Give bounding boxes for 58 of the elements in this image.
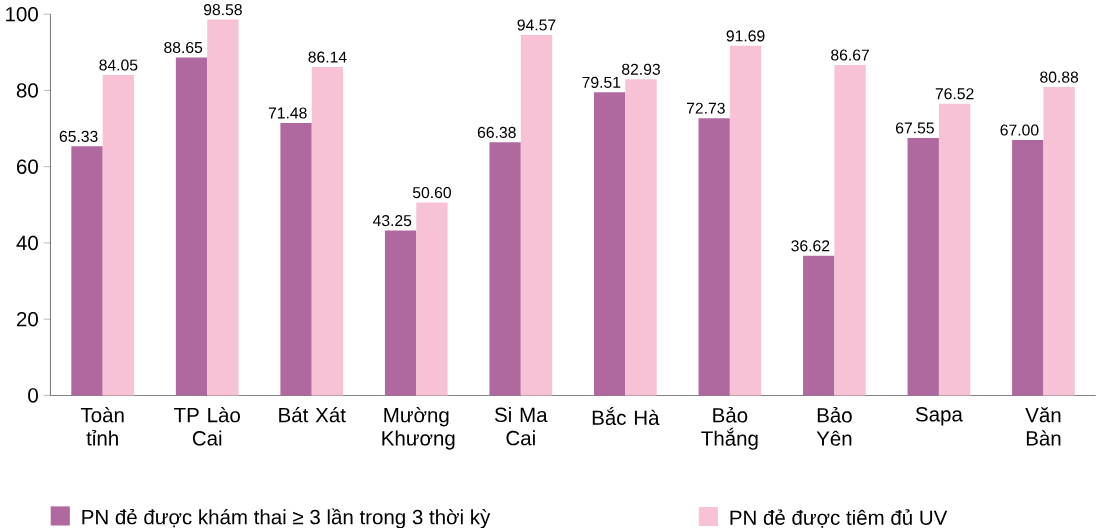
- x-tick-label: Sapa: [915, 406, 963, 426]
- bar: [489, 142, 521, 396]
- x-tick-label: Bắc Hà: [592, 406, 660, 425]
- y-tick-label: 40: [16, 235, 38, 250]
- data-label: 91.69: [726, 30, 765, 42]
- bar: [71, 146, 103, 396]
- data-label: 65.33: [59, 130, 98, 142]
- bar: [907, 137, 939, 396]
- y-tick-label: 0: [28, 387, 38, 403]
- data-label: 94.57: [517, 19, 556, 31]
- x-tick-label: TP Lào Cai: [174, 406, 240, 446]
- bar: [280, 122, 312, 396]
- bar: [311, 66, 344, 396]
- data-label: 80.88: [1040, 71, 1079, 83]
- x-tick-label: Mường Khương: [382, 406, 455, 450]
- data-label: 86.14: [308, 51, 347, 63]
- data-label: 66.38: [477, 126, 516, 138]
- legend-label: PN đẻ được khám thai ≥ 3 lần trong 3 thời kỳ: [82, 508, 491, 528]
- bar: [803, 255, 835, 396]
- bar: [729, 45, 762, 396]
- y-tick-label: 100: [6, 6, 38, 22]
- legend-label: PN đẻ được tiêm đủ UV: [730, 509, 948, 528]
- data-label: 88.65: [164, 41, 203, 53]
- x-tick-label: Bảo Yên: [816, 406, 852, 446]
- bar: [207, 19, 239, 396]
- data-label: 43.25: [372, 214, 412, 226]
- bar: [834, 64, 866, 396]
- bar: [593, 92, 626, 396]
- bar: [520, 34, 553, 396]
- data-label: 71.48: [268, 107, 307, 119]
- bar: [1012, 139, 1044, 396]
- x-tick-label: Bát Xát: [279, 406, 346, 423]
- data-label: 86.67: [831, 49, 869, 61]
- bar: [175, 57, 208, 396]
- x-tick-label: Văn Bàn: [1025, 406, 1061, 446]
- data-label: 36.62: [791, 240, 830, 252]
- bar: [1043, 86, 1075, 396]
- bar: [416, 202, 448, 396]
- data-label: 84.05: [99, 59, 138, 71]
- x-tick-label: Si Ma Cai: [494, 406, 548, 446]
- y-tick-label: 20: [16, 311, 38, 327]
- x-tick-label: Toàn tỉnh: [80, 406, 124, 446]
- x-tick-label: Bảo Thắng: [701, 406, 758, 450]
- data-label: 67.00: [1000, 124, 1039, 136]
- bar: [938, 103, 971, 396]
- data-label: 50.60: [412, 186, 451, 198]
- bar: [102, 74, 135, 396]
- y-tick-label: 80: [16, 82, 38, 98]
- data-label: 67.55: [896, 122, 934, 134]
- y-tick-label: 60: [17, 159, 38, 174]
- bar: [625, 79, 657, 396]
- data-label: 82.93: [622, 63, 660, 75]
- bar: [384, 230, 417, 396]
- data-label: 98.58: [203, 3, 242, 16]
- data-label: 76.52: [935, 87, 974, 100]
- data-label: 79.51: [582, 76, 621, 88]
- bar: [698, 117, 730, 396]
- data-label: 72.73: [686, 102, 725, 114]
